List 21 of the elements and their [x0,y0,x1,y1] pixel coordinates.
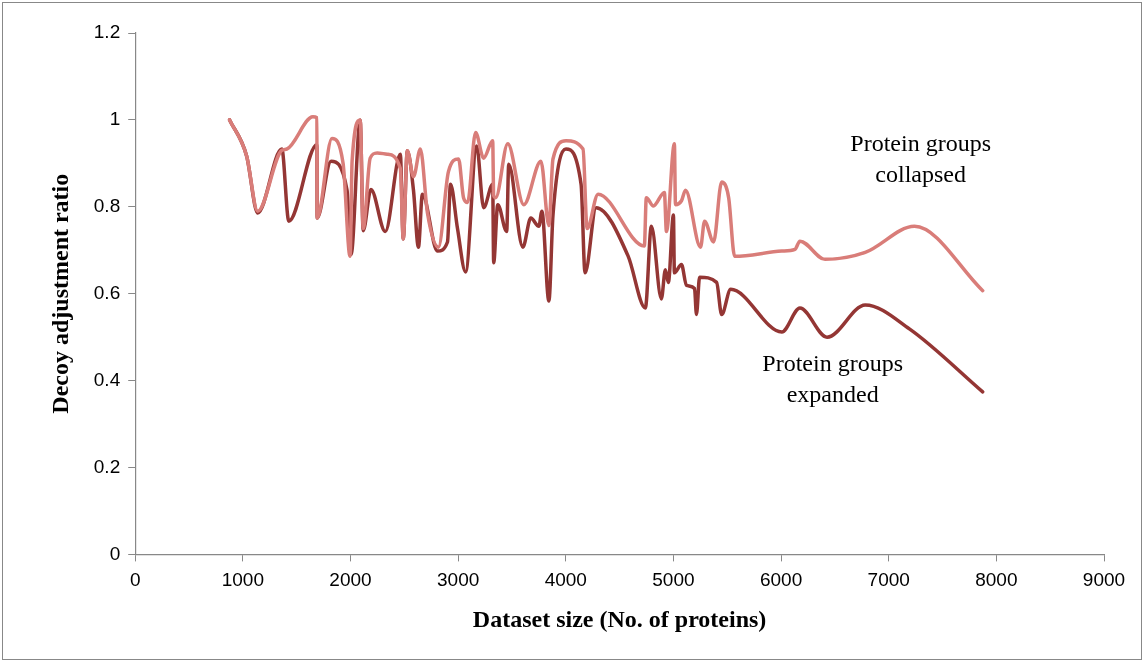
x-tick-label: 8000 [975,569,1018,591]
x-tick-label: 1000 [221,569,264,591]
y-tick-label: 1 [109,108,121,130]
x-tick-label: 7000 [867,569,910,591]
x-tick-label: 0 [129,569,141,591]
x-tick-label: 9000 [1082,569,1126,591]
x-tick-label: 5000 [652,569,695,591]
y-axis-title: Decoy adjustment ratio [46,173,73,414]
y-tick-label: 0.2 [93,455,121,477]
x-tick-label: 6000 [759,569,803,591]
y-tick-label: 0.6 [93,281,121,303]
y-tick-label: 0 [109,542,121,564]
y-tick-label: 1.2 [93,21,121,43]
x-axis-title: Dataset size (No. of proteins) [472,605,767,632]
x-tick-label: 4000 [544,569,587,591]
x-tick-label: 2000 [329,569,372,591]
y-tick-label: 0.8 [93,195,121,217]
series-label: Protein groups expanded [762,349,904,407]
x-tick-label: 3000 [437,569,480,591]
y-tick-label: 0.4 [93,368,121,390]
text: Protein groups collapsed [850,130,992,188]
